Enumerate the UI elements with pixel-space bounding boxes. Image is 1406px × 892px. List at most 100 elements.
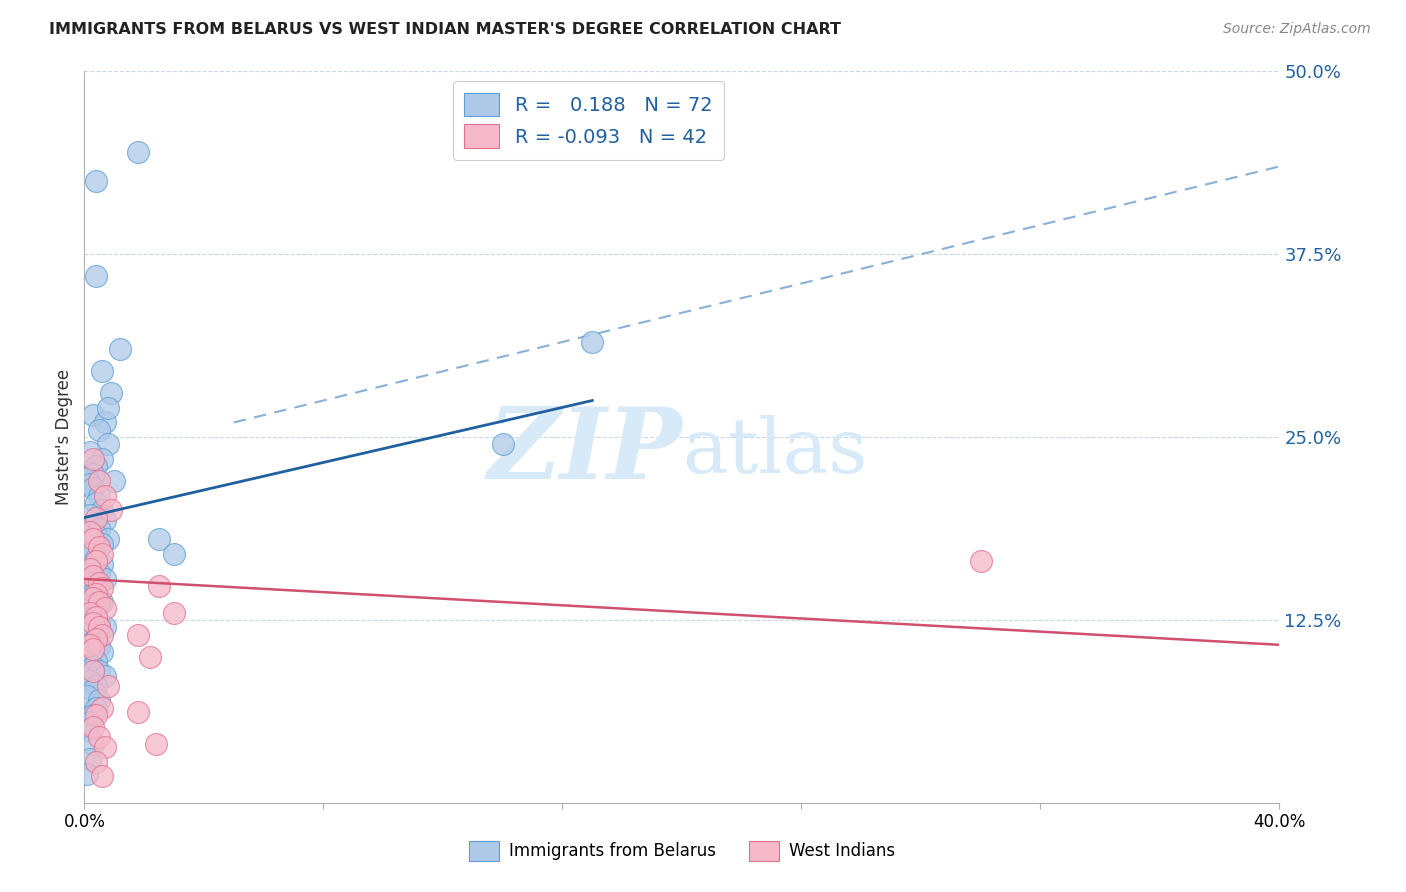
Point	[91, 700, 114, 714]
Point	[89, 522, 111, 536]
Point	[139, 649, 162, 664]
Point	[86, 606, 108, 620]
Point	[86, 708, 108, 723]
Point	[91, 558, 114, 572]
Point	[82, 642, 104, 657]
Point	[127, 705, 149, 719]
Point	[79, 638, 101, 652]
Point	[86, 654, 108, 668]
Point	[110, 343, 132, 357]
Point	[970, 554, 993, 568]
Point	[79, 715, 101, 730]
Point	[91, 537, 114, 551]
Point	[79, 752, 101, 766]
Point	[86, 679, 108, 693]
Text: ZIP: ZIP	[486, 403, 682, 500]
Point	[86, 496, 108, 510]
Point	[82, 664, 104, 678]
Point	[89, 693, 111, 707]
Point	[86, 610, 108, 624]
Point	[89, 664, 111, 678]
Point	[94, 416, 117, 430]
Point	[127, 145, 149, 159]
Point	[89, 620, 111, 634]
Point	[94, 572, 117, 586]
Point	[82, 683, 104, 698]
Point	[76, 766, 98, 780]
Point	[86, 554, 108, 568]
Point	[91, 364, 114, 378]
Point	[86, 586, 108, 600]
Point	[79, 525, 101, 540]
Point	[86, 174, 108, 188]
Point	[82, 615, 104, 630]
Point	[97, 401, 120, 415]
Point	[82, 467, 104, 481]
Point	[79, 576, 101, 591]
Point	[79, 547, 101, 561]
Point	[94, 620, 117, 634]
Text: Source: ZipAtlas.com: Source: ZipAtlas.com	[1223, 22, 1371, 37]
Point	[91, 452, 114, 467]
Point	[89, 730, 111, 744]
Point	[82, 533, 104, 547]
Point	[94, 513, 117, 527]
Point	[89, 615, 111, 630]
Text: IMMIGRANTS FROM BELARUS VS WEST INDIAN MASTER'S DEGREE CORRELATION CHART: IMMIGRANTS FROM BELARUS VS WEST INDIAN M…	[49, 22, 841, 37]
Point	[82, 635, 104, 649]
Point	[89, 591, 111, 605]
Point	[127, 627, 149, 641]
Point	[76, 689, 98, 703]
Point	[148, 579, 170, 593]
Point	[91, 627, 114, 641]
Point	[91, 581, 114, 595]
Point	[86, 551, 108, 566]
Point	[97, 679, 120, 693]
Point	[86, 700, 108, 714]
Point	[89, 540, 111, 554]
Point	[89, 576, 111, 591]
Point	[89, 640, 111, 654]
Text: atlas: atlas	[682, 415, 868, 489]
Point	[97, 533, 120, 547]
Point	[79, 444, 101, 458]
Point	[79, 601, 101, 615]
Point	[91, 645, 114, 659]
Point	[145, 737, 167, 751]
Point	[97, 437, 120, 451]
Point	[82, 737, 104, 751]
Point	[89, 595, 111, 609]
Point	[82, 708, 104, 723]
Legend: Immigrants from Belarus, West Indians: Immigrants from Belarus, West Indians	[463, 834, 901, 868]
Point	[91, 769, 114, 783]
Point	[86, 459, 108, 474]
Point	[82, 408, 104, 422]
Point	[91, 595, 114, 609]
Point	[94, 668, 117, 682]
Point	[79, 674, 101, 689]
Point	[89, 474, 111, 488]
Point	[91, 503, 114, 517]
Point	[86, 581, 108, 595]
Point	[82, 610, 104, 624]
Point	[492, 437, 515, 451]
Point	[163, 606, 186, 620]
Point	[82, 452, 104, 467]
Point	[89, 566, 111, 581]
Point	[82, 562, 104, 576]
Point	[82, 591, 104, 605]
Point	[79, 562, 101, 576]
Point	[148, 533, 170, 547]
Point	[94, 601, 117, 615]
Point	[86, 632, 108, 646]
Point	[79, 508, 101, 522]
Point	[82, 481, 104, 495]
Point	[91, 547, 114, 561]
Point	[79, 649, 101, 664]
Point	[100, 386, 122, 401]
Point	[89, 489, 111, 503]
Point	[76, 723, 98, 737]
Y-axis label: Master's Degree: Master's Degree	[55, 369, 73, 505]
Point	[100, 503, 122, 517]
Point	[79, 624, 101, 639]
